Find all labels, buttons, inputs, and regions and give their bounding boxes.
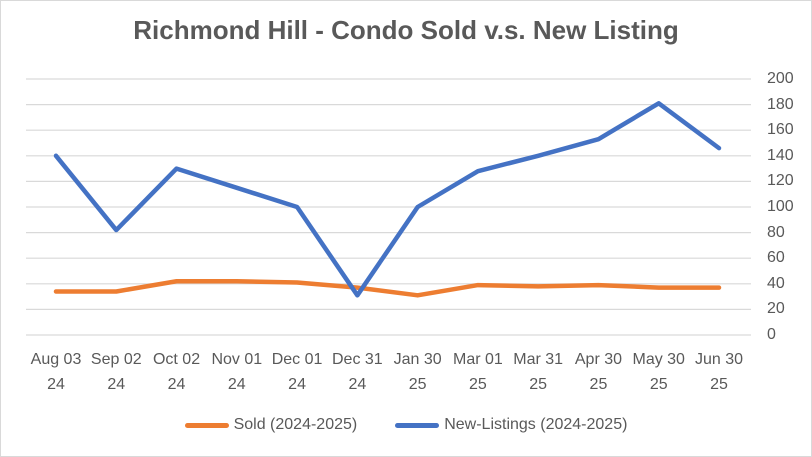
y-tick-label: 100	[767, 198, 794, 215]
new-listings-line-swatch	[395, 422, 440, 428]
x-tick-label: Mar 31 25	[513, 351, 564, 393]
series-line-1	[53, 101, 722, 298]
chart-title: Richmond Hill - Condo Sold v.s. New List…	[133, 15, 679, 45]
x-tick-label: Oct 02 24	[152, 351, 201, 393]
x-tick-label: Dec 01 24	[271, 351, 323, 393]
legend-label-new-listings: New-Listings (2024-2025)	[444, 416, 628, 433]
y-tick-label: 40	[767, 274, 785, 292]
legend-item-new-listings: New-Listings (2024-2025)	[395, 416, 627, 434]
y-tick-label: 60	[767, 249, 785, 267]
y-tick-label: 140	[767, 146, 794, 164]
y-tick-label: 180	[767, 95, 794, 113]
x-tick-label: Dec 31 24	[332, 351, 383, 393]
y-tick-label: 20	[767, 300, 785, 318]
y-tick-label: 200	[767, 70, 794, 87]
series-line-0	[53, 278, 722, 298]
y-tick-label: 120	[767, 172, 794, 190]
x-tick-label: Jan 30 25	[393, 351, 442, 393]
y-tick-label: 160	[767, 121, 794, 139]
x-tick-label: Mar 01 25	[453, 351, 503, 393]
x-tick-label: May 30 25	[632, 351, 685, 393]
x-tick-label: Sep 02 24	[90, 351, 142, 393]
sold-line-swatch	[184, 422, 229, 428]
x-tick-label: Nov 01 24	[211, 351, 263, 393]
legend-label-sold: Sold (2024-2025)	[233, 416, 358, 433]
x-tick-label: Aug 03 24	[30, 351, 82, 393]
y-tick-label: 80	[767, 223, 785, 241]
legend-item-sold: Sold (2024-2025)	[184, 416, 358, 434]
legend: Sold (2024-2025) New-Listings (2024-2025…	[1, 416, 811, 434]
x-tick-label: Jun 30 25	[694, 351, 744, 393]
y-tick-label: 0	[767, 326, 776, 343]
x-tick-label: Apr 30 25	[574, 351, 623, 393]
